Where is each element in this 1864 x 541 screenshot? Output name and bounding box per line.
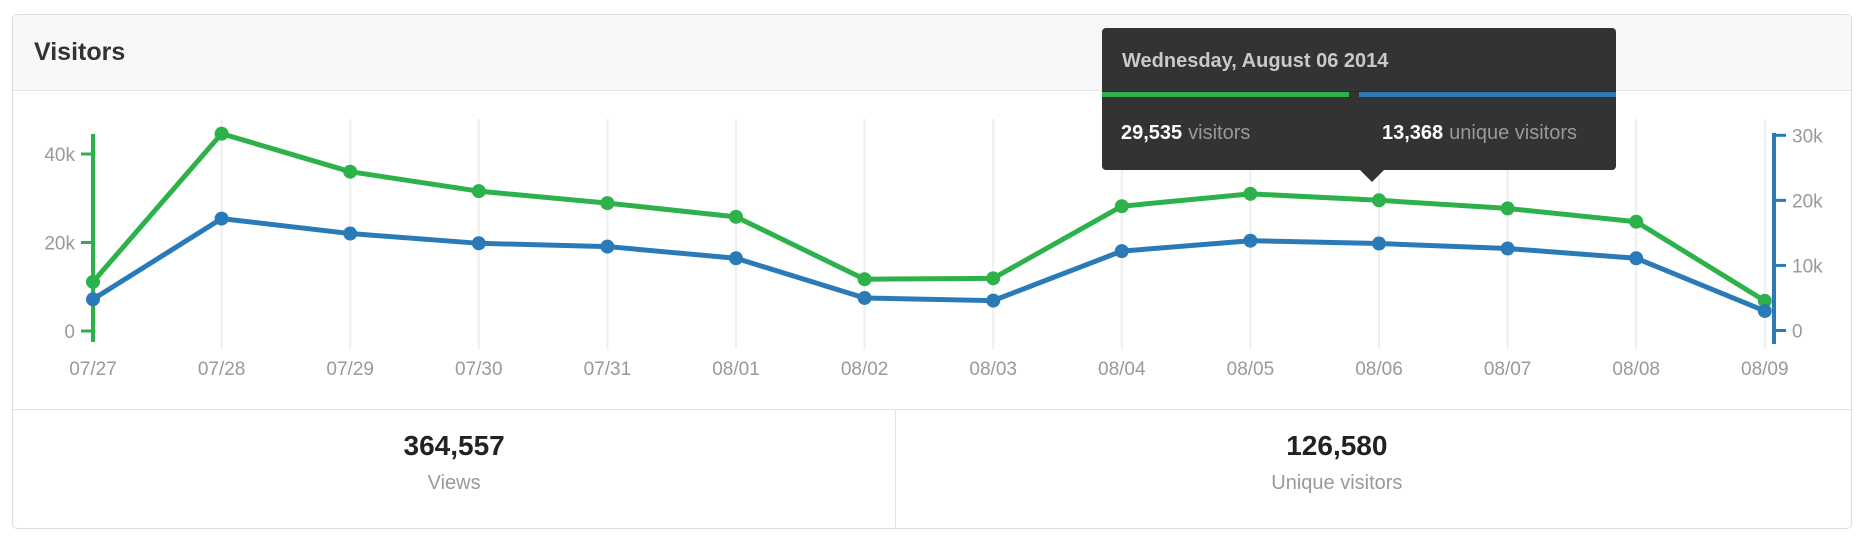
views-label: Views: [427, 472, 481, 494]
x-axis-label: 07/31: [584, 359, 632, 380]
visitors-panel: Visitors 0 20k 40k 0 10k 20k 30k 07/27 07/28 07/2…: [12, 14, 1852, 529]
x-axis-label: 08/06: [1355, 359, 1403, 380]
right-axis-tick-label: 20k: [1792, 191, 1823, 212]
unique-visitors-data-point[interactable]: [1372, 236, 1386, 251]
unique-visitors-data-point[interactable]: [343, 226, 358, 241]
tooltip-series-bars: [1102, 92, 1616, 97]
visitors-data-point[interactable]: [600, 196, 615, 211]
unique-visitors-data-point[interactable]: [729, 251, 743, 266]
unique-visitors-data-point[interactable]: [1629, 251, 1644, 266]
x-axis-label: 08/02: [841, 359, 889, 380]
unique-label: Unique visitors: [1271, 472, 1403, 494]
visitors-data-point[interactable]: [857, 272, 872, 287]
visitors-data-point[interactable]: [343, 164, 358, 179]
left-axis-tick-label: 20k: [44, 234, 75, 255]
visitors-data-point[interactable]: [729, 209, 743, 224]
visitors-data-point[interactable]: [1500, 201, 1515, 216]
unique-visitors-line: [90, 216, 1768, 314]
visitors-data-point[interactable]: [986, 271, 1001, 286]
right-axis-tick-label: 0: [1792, 322, 1803, 343]
series-bar-gap: [1349, 92, 1359, 97]
visitors-line-chart[interactable]: 0 20k 40k 0 10k 20k 30k 07/27 07/28 07/29 07/30 07/…: [13, 91, 1853, 409]
right-axis-tick-label: 30k: [1792, 126, 1823, 147]
unique-visitors-data-point[interactable]: [471, 236, 486, 251]
unique-visitors-data-point[interactable]: [86, 292, 100, 307]
views-total: 364,557: [403, 430, 505, 461]
tooltip-visitors-value: 29,535: [1121, 121, 1183, 144]
visitors-data-point[interactable]: [1757, 293, 1772, 308]
tooltip-date: Wednesday, August 06 2014: [1102, 28, 1616, 92]
x-axis-label: 08/03: [969, 359, 1017, 380]
tooltip-caret-icon: [1359, 169, 1385, 182]
x-axis-label: 08/07: [1484, 359, 1532, 380]
x-axis-label: 08/08: [1612, 359, 1660, 380]
unique-visitors-data-point[interactable]: [986, 293, 1001, 308]
unique-visitors-data-point[interactable]: [1114, 244, 1129, 259]
x-axis-label: 07/28: [198, 359, 246, 380]
left-axis-tick-label: 40k: [44, 145, 75, 166]
tooltip-visitors: 29,535 visitors: [1102, 122, 1359, 145]
unique-series-bar: [1359, 92, 1616, 97]
x-axis-label: 07/30: [455, 359, 503, 380]
chart-section: 0 20k 40k 0 10k 20k 30k 07/27 07/28 07/29 07/30 07/…: [13, 28, 1853, 409]
unique-visitors-data-point[interactable]: [1500, 241, 1515, 256]
unique-visitors-data-point[interactable]: [1243, 233, 1258, 248]
unique-visitors-data-point[interactable]: [214, 211, 229, 226]
unique-visitors-data-point[interactable]: [600, 239, 615, 254]
unique-visitors-data-point[interactable]: [857, 290, 872, 305]
visitors-data-point[interactable]: [1629, 214, 1644, 229]
summary-stats: 364,557 Views 126,580 Unique visitors: [13, 409, 1851, 529]
visitors-series-bar: [1102, 92, 1349, 97]
right-axis-tick-label: 10k: [1792, 256, 1823, 277]
unique-total: 126,580: [1286, 430, 1388, 461]
x-axis-label: 07/29: [326, 359, 374, 380]
chart-tooltip: Wednesday, August 06 2014 29,535 visitors…: [1102, 28, 1616, 182]
visitors-data-point[interactable]: [1243, 186, 1258, 201]
visitors-data-point[interactable]: [86, 274, 100, 289]
x-axis-label: 08/01: [712, 359, 760, 380]
tooltip-visitors-label: visitors: [1188, 121, 1251, 144]
tooltip-unique: 13,368 unique visitors: [1359, 122, 1616, 145]
tooltip-unique-label: unique visitors: [1449, 121, 1578, 144]
panel-title: Visitors: [34, 38, 126, 66]
views-stat: 364,557 Views: [13, 410, 895, 529]
unique-visitors-stat: 126,580 Unique visitors: [895, 410, 1777, 529]
x-axis-label: 08/05: [1227, 359, 1275, 380]
unique-visitors-data-point[interactable]: [1757, 303, 1772, 318]
left-axis-tick-label: 0: [64, 322, 75, 343]
x-axis-label: 08/04: [1098, 359, 1146, 380]
visitors-data-point[interactable]: [1114, 199, 1129, 214]
tooltip-values: 29,535 visitors 13,368 unique visitors: [1102, 97, 1616, 169]
visitors-data-point[interactable]: [1372, 193, 1386, 208]
tooltip-unique-value: 13,368: [1382, 121, 1444, 144]
visitors-data-point[interactable]: [214, 126, 229, 141]
x-axis-label: 07/27: [69, 359, 117, 380]
x-axis-label: 08/09: [1741, 359, 1789, 380]
visitors-line: [90, 131, 1768, 304]
visitors-data-point[interactable]: [471, 184, 486, 199]
